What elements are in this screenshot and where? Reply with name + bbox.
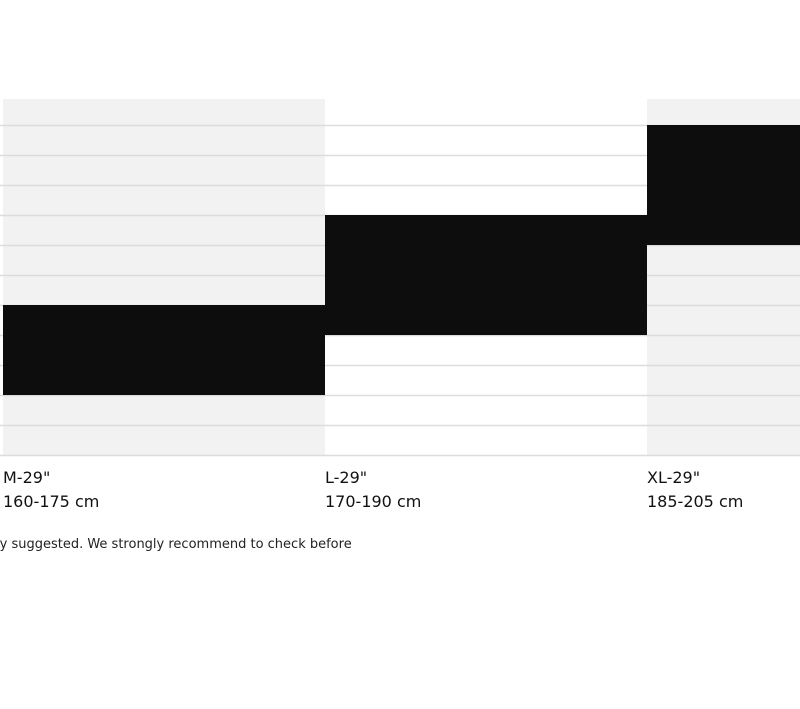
size-label: XL-29" <box>647 468 701 487</box>
height-range-label: 160-175 cm <box>3 492 100 511</box>
height-range-label: 185-205 cm <box>647 492 744 511</box>
range-bar <box>647 125 800 245</box>
size-label: L-29" <box>325 468 368 487</box>
height-range-label: 170-190 cm <box>325 492 422 511</box>
range-bar <box>325 215 647 335</box>
size-chart <box>0 99 800 457</box>
size-label: M-29" <box>3 468 51 487</box>
range-bar <box>3 305 325 395</box>
column-background <box>3 99 325 455</box>
footnote: ly suggested. We strongly recommend to c… <box>0 537 352 552</box>
